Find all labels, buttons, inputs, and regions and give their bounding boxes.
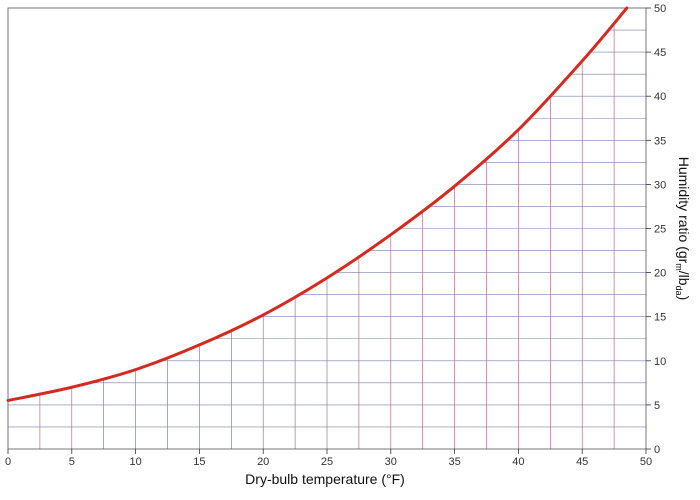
y-tick-label: 20	[654, 268, 666, 280]
x-tick-label: 50	[640, 456, 652, 468]
y-tick-label: 35	[654, 135, 666, 147]
tick-layer	[7, 7, 651, 454]
y-axis-label: Humidity ratio (grm/lbda)	[674, 157, 692, 301]
x-tick-labels: 0 5 10 15 20 25 30 35 40 45 50	[5, 456, 652, 468]
x-tick-label: 0	[5, 456, 11, 468]
y-tick-label: 10	[654, 356, 666, 368]
series-layer	[6, 6, 629, 402]
y-tick-labels: 0 5 10 15 20 25 30 35 40 45 50	[654, 3, 666, 456]
y-axis-label-sub2: da	[674, 286, 684, 296]
y-tick-label: 40	[654, 91, 666, 103]
x-tick-label: 40	[512, 456, 524, 468]
x-axis-label: Dry-bulb temperature (°F)	[245, 471, 405, 487]
y-tick-label: 5	[654, 400, 660, 412]
x-tick-label: 25	[321, 456, 333, 468]
x-tick-label: 30	[385, 456, 397, 468]
y-axis-label-sub1: m	[674, 263, 684, 271]
x-tick-label: 10	[129, 456, 141, 468]
y-axis-label-end: )	[676, 296, 692, 301]
y-axis-label-main: Humidity ratio (gr	[676, 157, 692, 264]
y-tick-label: 30	[654, 179, 666, 191]
x-tick-label: 45	[576, 456, 588, 468]
y-tick-label: 15	[654, 312, 666, 324]
x-tick-label: 15	[193, 456, 205, 468]
x-tick-label: 5	[69, 456, 75, 468]
y-tick-label: 50	[654, 3, 666, 15]
y-axis-label-mid: /lb	[676, 271, 692, 286]
x-tick-label: 20	[257, 456, 269, 468]
y-tick-label: 25	[654, 224, 666, 236]
saturation-curve	[6, 6, 629, 402]
y-tick-label: 45	[654, 47, 666, 59]
y-tick-label: 0	[654, 444, 660, 456]
x-tick-label: 35	[448, 456, 460, 468]
grid-layer	[8, 23, 646, 449]
